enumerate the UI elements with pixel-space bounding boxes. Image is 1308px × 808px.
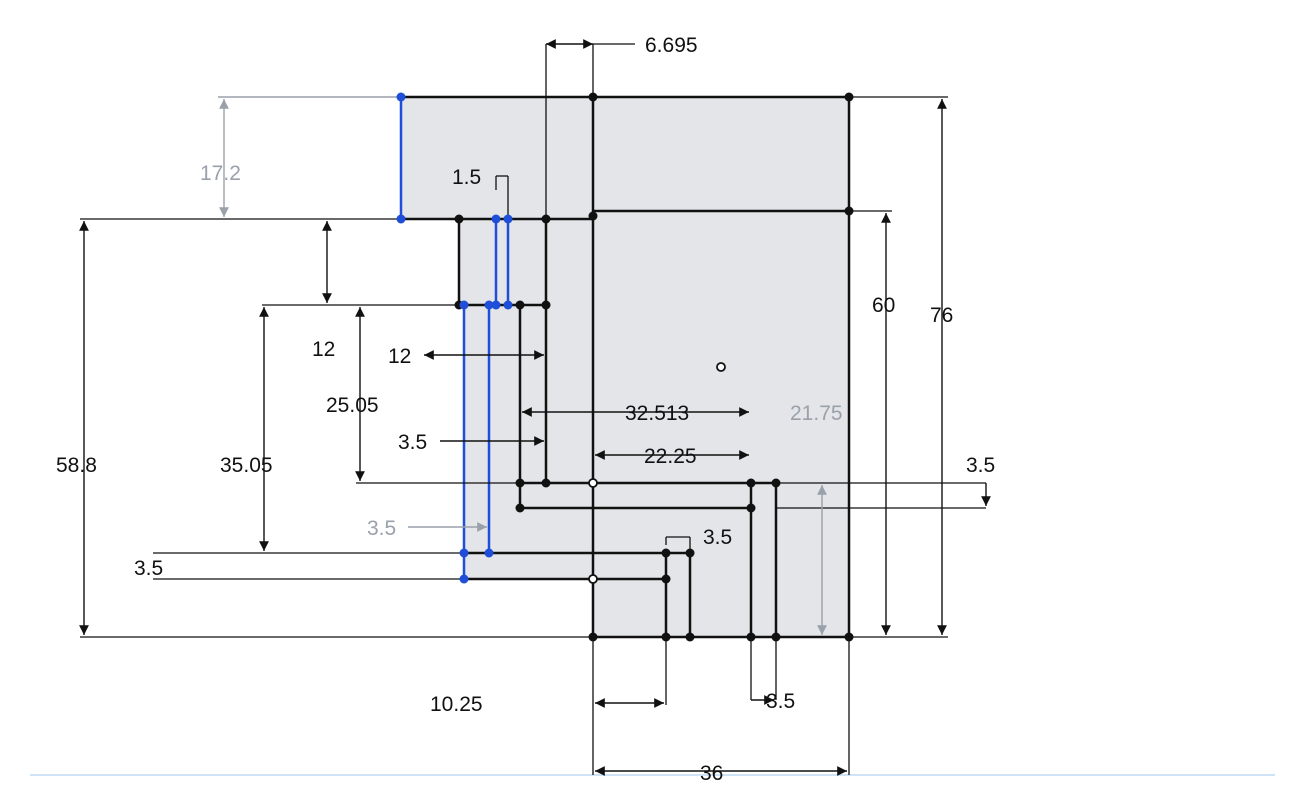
dim-3505[interactable]: 35.05 <box>220 454 273 477</box>
dim-2505[interactable]: 25.05 <box>326 394 379 417</box>
sketch-region[interactable] <box>401 97 849 637</box>
dim-588[interactable]: 58.8 <box>56 454 97 477</box>
dim-36[interactable]: 36 <box>700 762 723 785</box>
dim-1025[interactable]: 10.25 <box>430 693 483 716</box>
dim-35-small[interactable]: 3.5 <box>703 526 732 549</box>
dim-6695[interactable]: 6.695 <box>645 34 698 57</box>
dim-76[interactable]: 76 <box>930 304 953 327</box>
dim-60[interactable]: 60 <box>872 294 895 317</box>
dim-35-blue[interactable]: 3.5 <box>367 517 396 540</box>
dim-2175[interactable]: 21.75 <box>790 402 843 425</box>
dim-35-bottom[interactable]: 3.5 <box>766 690 795 713</box>
dim-35-left[interactable]: 3.5 <box>398 431 427 454</box>
extension-lines <box>80 43 986 775</box>
driven-dimension-lines <box>218 96 827 635</box>
dim-35-right[interactable]: 3.5 <box>966 454 995 477</box>
dim-35-far[interactable]: 3.5 <box>134 557 163 580</box>
selected-points[interactable] <box>396 92 513 584</box>
dim-172[interactable]: 17.2 <box>200 162 241 185</box>
dim-15[interactable]: 1.5 <box>452 166 481 189</box>
dim-12-vertical[interactable]: 12 <box>312 338 335 361</box>
dim-12-horizontal[interactable]: 12 <box>388 345 411 368</box>
sketch-geometry[interactable] <box>401 95 851 639</box>
dimension-arrows <box>79 39 991 776</box>
sketch-points[interactable] <box>454 92 854 642</box>
dim-32513[interactable]: 32.513 <box>625 402 689 425</box>
hollow-points[interactable] <box>588 362 726 584</box>
dim-2225[interactable]: 22.25 <box>644 445 697 468</box>
